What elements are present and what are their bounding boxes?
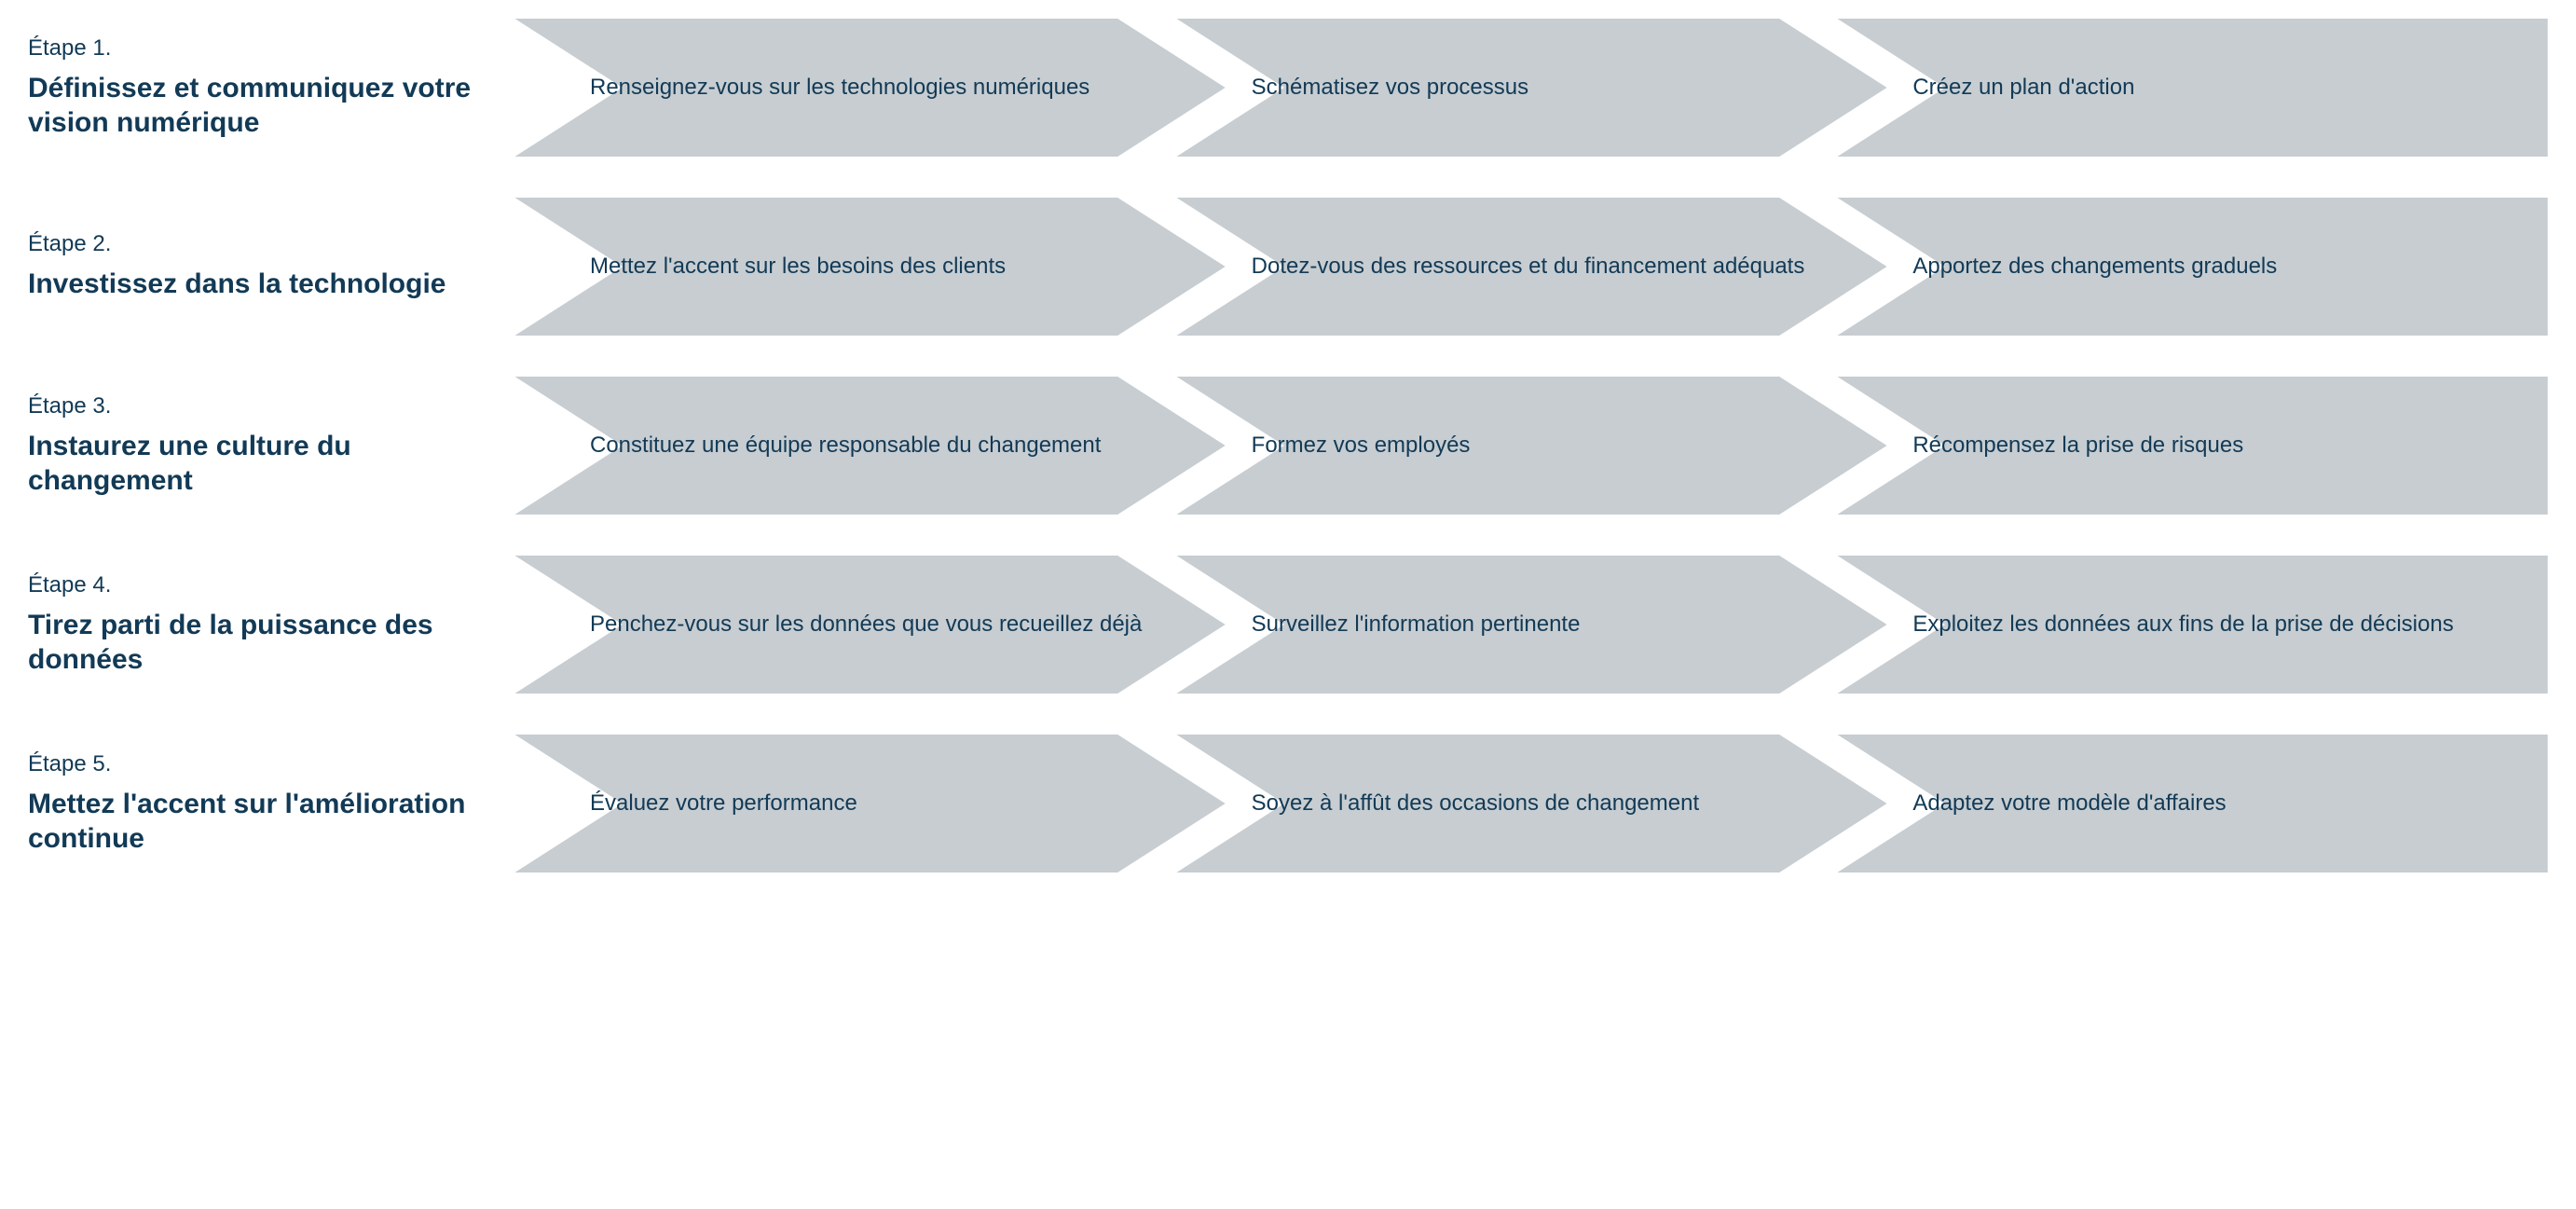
step-title: Mettez l'accent sur l'amélioration conti… [28,787,489,857]
step-row: Étape 2.Investissez dans la technologie … [28,198,2548,336]
chevron: Mettez l'accent sur les besoins des clie… [508,198,1226,336]
chevron-text: Exploitez les données aux fins de la pri… [1830,610,2481,639]
chevron-track: Renseignez-vous sur les technologies num… [508,19,2548,157]
chevron-text: Adaptez votre modèle d'affaires [1830,789,2254,818]
chevron: Schématisez vos processus [1170,19,1887,157]
chevron-text: Formez vos employés [1170,431,1499,460]
step-row: Étape 5. Mettez l'accent sur l'améliorati… [28,735,2548,872]
chevron: Adaptez votre modèle d'affaires [1830,735,2548,872]
steps-diagram: Étape 1. Définissez et communiquez votre … [28,19,2548,872]
step-number-label: Étape 4. [28,572,489,598]
step-title: Instaurez une culture du changement [28,429,489,499]
chevron-text: Apportez des changements graduels [1830,252,2305,282]
step-label-block: Étape 5. Mettez l'accent sur l'améliorati… [28,751,508,857]
step-label-block: Étape 2. Investissez dans la technologie [28,231,508,302]
chevron: Récompensez la prise de risques [1830,377,2548,515]
step-title: Définissez et communiquez votre vision n… [28,71,489,141]
chevron-text: Soyez à l'affût des occasions de changem… [1170,789,1727,818]
chevron: Exploitez les données aux fins de la pri… [1830,556,2548,694]
step-title: Investissez dans la technologie [28,267,489,302]
chevron-text: Mettez l'accent sur les besoins des clie… [508,252,1034,282]
step-row: Étape 3. Instaurez une culture du changem… [28,377,2548,515]
chevron-text: Surveillez l'information pertinente [1170,610,1609,639]
chevron: Penchez-vous sur les données que vous re… [508,556,1226,694]
step-title: Tirez parti de la puissance des données [28,608,489,678]
chevron: Créez un plan d'action [1830,19,2548,157]
chevron: Formez vos employés [1170,377,1887,515]
chevron-text: Constituez une équipe responsable du cha… [508,431,1129,460]
chevron-text: Dotez-vous des ressources et du financem… [1170,252,1833,282]
chevron: Soyez à l'affût des occasions de changem… [1170,735,1887,872]
chevron-text: Penchez-vous sur les données que vous re… [508,610,1170,639]
step-number-label: Étape 2. [28,231,489,257]
step-label-block: Étape 1. Définissez et communiquez votre … [28,35,508,141]
chevron-text: Évaluez votre performance [508,789,885,818]
chevron: Dotez-vous des ressources et du financem… [1170,198,1887,336]
chevron: Apportez des changements graduels [1830,198,2548,336]
step-label-block: Étape 4. Tirez parti de la puissance des … [28,572,508,678]
step-number-label: Étape 1. [28,35,489,62]
chevron-track: Constituez une équipe responsable du cha… [508,377,2548,515]
step-number-label: Étape 3. [28,393,489,419]
chevron: Surveillez l'information pertinente [1170,556,1887,694]
chevron-track: Mettez l'accent sur les besoins des clie… [508,198,2548,336]
step-row: Étape 1. Définissez et communiquez votre … [28,19,2548,157]
step-number-label: Étape 5. [28,751,489,777]
step-label-block: Étape 3. Instaurez une culture du changem… [28,393,508,499]
chevron-text: Renseignez-vous sur les technologies num… [508,73,1117,103]
chevron: Évaluez votre performance [508,735,1226,872]
chevron-text: Récompensez la prise de risques [1830,431,2271,460]
chevron: Constituez une équipe responsable du cha… [508,377,1226,515]
chevron-track: Penchez-vous sur les données que vous re… [508,556,2548,694]
chevron-track: Évaluez votre performance Soyez à l'affû… [508,735,2548,872]
chevron: Renseignez-vous sur les technologies num… [508,19,1226,157]
chevron-text: Créez un plan d'action [1830,73,2162,103]
step-row: Étape 4. Tirez parti de la puissance des … [28,556,2548,694]
chevron-text: Schématisez vos processus [1170,73,1556,103]
